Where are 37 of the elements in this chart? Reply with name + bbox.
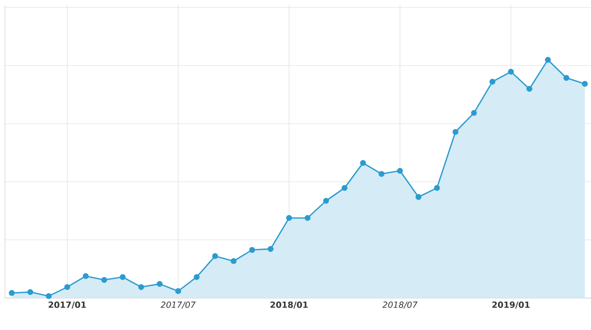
point — [582, 80, 588, 87]
point — [563, 74, 570, 81]
point — [194, 274, 200, 280]
point — [489, 78, 496, 85]
point — [46, 293, 52, 300]
point — [175, 288, 182, 294]
point — [268, 246, 274, 252]
point — [360, 160, 366, 166]
point — [230, 258, 237, 264]
point — [101, 276, 108, 283]
point — [526, 86, 532, 92]
point — [470, 110, 477, 116]
point — [8, 290, 15, 296]
point — [212, 253, 218, 260]
point — [286, 215, 292, 221]
x-tick-label: 2017/01 — [48, 302, 86, 309]
x-tick-label: 2018/01 — [270, 302, 308, 309]
point — [416, 194, 422, 200]
point — [544, 56, 551, 63]
point — [304, 215, 310, 221]
point — [342, 185, 348, 191]
point — [452, 129, 458, 135]
point — [156, 281, 163, 287]
point — [249, 246, 256, 253]
x-tick-label: 2017/07 — [160, 302, 196, 309]
point — [138, 284, 144, 290]
point — [508, 68, 514, 75]
point — [397, 168, 403, 174]
point — [120, 274, 126, 280]
point — [82, 273, 89, 280]
point — [378, 170, 384, 177]
point — [64, 284, 70, 290]
point — [27, 289, 34, 295]
point — [434, 185, 440, 191]
point — [323, 198, 329, 204]
x-tick-label: 2018/07 — [382, 302, 418, 309]
x-tick-label: 2019/01 — [492, 302, 530, 309]
